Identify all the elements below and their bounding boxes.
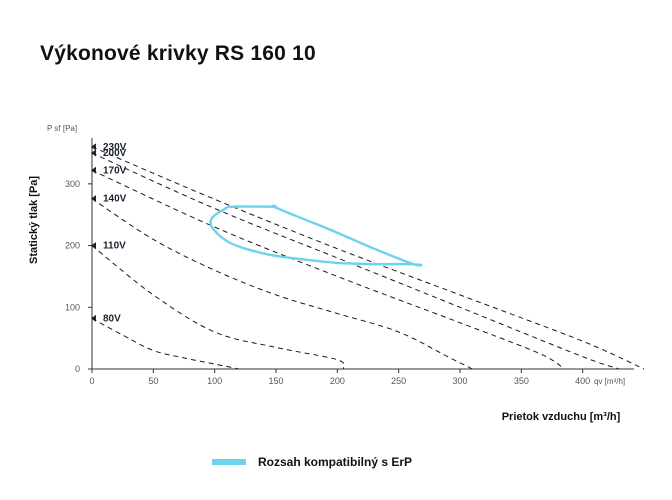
axes-layer: 0 50 100 150 200 250 300 350 400 0 100 200 300 P sf [… [28,124,634,423]
voltage-marker [91,143,96,151]
x-axis-unit: qv [m³/h] [594,377,625,386]
legend-label: Rozsah kompatibilný s ErP [258,455,413,469]
legend: Rozsah kompatibilný s ErP [212,455,412,469]
x-tick-label: 0 [89,376,94,386]
curve-140v [91,198,473,370]
x-tick-label: 400 [575,376,590,386]
y-tick-label: 100 [65,302,80,312]
voltage-marker [91,195,96,203]
curve-200v [91,152,620,370]
legend-swatch [212,459,246,465]
x-tick-label: 250 [391,376,406,386]
y-axis-title: Statický tlak [Pa] [28,176,40,264]
y-axis-unit: P sf [Pa] [47,124,77,133]
voltage-label-230v: 230V [103,142,127,153]
x-tick-label: 300 [452,376,467,386]
voltage-label-110v: 110V [103,241,126,252]
y-tick-label: 0 [75,364,80,374]
voltage-marker [91,149,96,157]
voltage-marker [91,166,96,174]
erp-region-outline [209,204,423,267]
voltage-label-80v: 80V [103,313,121,324]
page-title: Výkonové krivky RS 160 10 [40,42,316,65]
y-tick-label: 300 [65,179,80,189]
voltage-label-170v: 170V [103,165,127,176]
x-tick-label: 150 [268,376,283,386]
erp-layer [209,204,423,267]
x-tick-label: 350 [514,376,529,386]
y-tick-label: 200 [65,241,80,251]
x-tick-label: 50 [148,376,158,386]
curve-170v [91,169,565,370]
curve-110v [91,245,345,370]
curves-layer [91,146,645,370]
curve-80v [91,317,240,370]
x-tick-label: 100 [207,376,222,386]
x-axis-title: Prietok vzduchu [m³/h] [502,411,621,423]
curve-230v [91,146,645,370]
voltage-label-200v: 200V [103,148,127,159]
x-tick-label: 200 [330,376,345,386]
voltage-marker [91,242,96,250]
voltage-marker [91,314,96,322]
voltage-label-140v: 140V [103,194,127,205]
